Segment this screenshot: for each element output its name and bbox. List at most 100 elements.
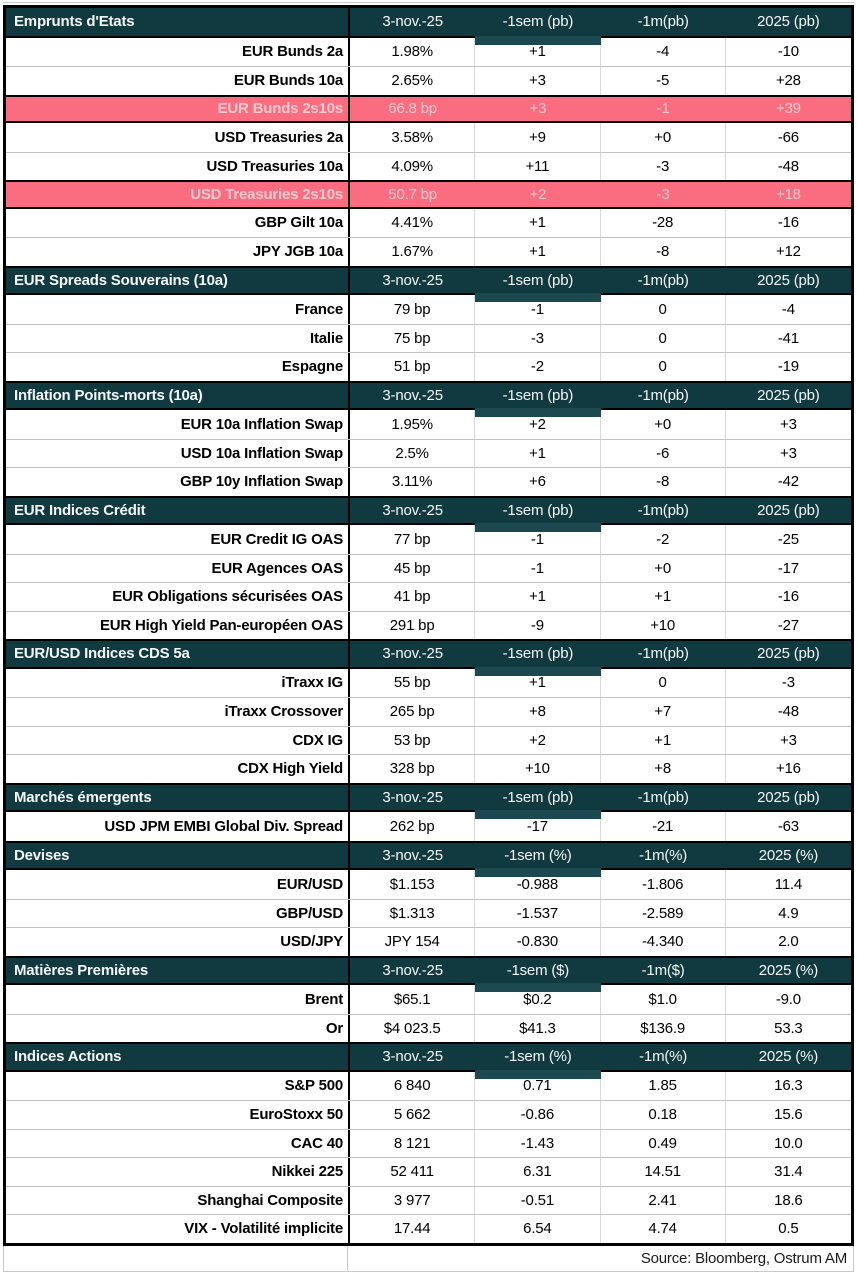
table-row: EUR Obligations sécurisées OAS 41 bp +1 … [6,582,851,611]
value-ytd-change: 16.3 [774,1077,803,1095]
value-ytd-change: 0.5 [778,1220,799,1238]
value-ytd-change: 4.9 [778,904,799,922]
value-1week-change: +9 [475,123,601,152]
table-row: USD JPM EMBI Global Div. Spread 262 bp -… [6,812,851,841]
section-title: Emprunts d'Etats [6,8,350,36]
value-1month-change: +8 [601,755,726,783]
row-label: EUR High Yield Pan-européen OAS [6,611,350,639]
value-current: 53 bp [350,726,476,754]
value-ytd-change: 10.0 [774,1134,803,1152]
value-1week-change: +1 [475,238,601,266]
column-header-ytd: 2025 (pb) [757,271,820,289]
value-current: 3 977 [350,1186,476,1214]
section-header-row: Indices Actions 3-nov.-25 -1sem (%) -1m(… [6,1042,851,1078]
section-title: EUR Spreads Souverains (10a) [6,267,350,293]
column-header-1week: -1sem (pb) [475,641,601,675]
value-ytd-change: -63 [777,817,799,835]
column-header-ytd: 2025 (%) [758,846,818,864]
source-row: Source: Bloomberg, Ostrum AM [3,1245,854,1272]
value-current: 41 bp [350,583,476,611]
table-row: VIX - Volatilité implicite 17.44 6.54 4.… [6,1214,851,1243]
column-header-date: 3-nov.-25 [382,501,443,519]
value-1month-change: 0.18 [601,1101,726,1129]
table-row: USD Treasuries 2a 3.58% +9 +0 -66 [6,123,851,152]
row-label: EUR Bunds 10a [6,67,350,95]
table-row: Italie 75 bp -3 0 -41 [6,323,851,352]
value-1week-change: -1 [475,554,601,582]
value-current: 6 840 [350,1071,476,1100]
value-1month-change: -4 [601,37,726,66]
value-ytd-change: -48 [777,157,799,175]
table-row: USD 10a Inflation Swap 2.5% +1 -6 +3 [6,438,851,467]
table-row: EuroStoxx 50 5 662 -0.86 0.18 15.6 [6,1100,851,1129]
row-label: CAC 40 [6,1129,350,1157]
table-row: EUR Bunds 10a 2.65% +3 -5 +28 [6,66,851,95]
row-label: EUR Bunds 2a [6,37,350,66]
value-current: 4.09% [350,152,476,180]
value-ytd-change: +3 [780,731,797,749]
row-label: Brent [6,985,350,1014]
value-1week-change: +1 [475,583,601,611]
value-current: $65.1 [350,985,476,1014]
value-1week-change: +8 [475,698,601,726]
column-header-ytd: 2025 (pb) [757,788,820,806]
value-current: 79 bp [350,295,476,324]
value-ytd-change: -27 [777,616,799,634]
section-header-row: EUR/USD Indices CDS 5a 3-nov.-25 -1sem (… [6,639,851,675]
value-current: 1.95% [350,410,476,439]
value-ytd-change: -48 [777,703,799,721]
row-label: USD JPM EMBI Global Div. Spread [6,812,350,841]
section-title: Inflation Points-morts (10a) [6,382,350,408]
value-1week-change: +6 [475,468,601,496]
table-row: iTraxx IG 55 bp +1 0 -3 [6,668,851,697]
value-1month-change: $136.9 [601,1014,726,1042]
column-header-ytd: 2025 (%) [758,961,818,979]
row-label: iTraxx Crossover [6,698,350,726]
value-ytd-change: -25 [777,530,799,548]
value-1month-change: -8 [601,468,726,496]
column-header-date: 3-nov.-25 [382,788,443,806]
row-label: S&P 500 [6,1071,350,1100]
value-current: 66.8 bp [388,100,437,118]
value-ytd-change: 15.6 [774,1106,803,1124]
value-ytd-change: -19 [777,358,799,376]
value-ytd-change: +3 [780,415,797,433]
value-ytd-change: -16 [777,588,799,606]
value-ytd-change: -66 [777,128,799,146]
value-1week-change: -17 [475,812,601,841]
value-1month-change: 4.74 [601,1215,726,1243]
value-1month-change: -8 [601,238,726,266]
value-current: 5 662 [350,1101,476,1129]
table-row: USD/JPY JPY 154 -0.830 -4.340 2.0 [6,927,851,956]
value-current: $4 023.5 [350,1014,476,1042]
value-ytd-change: -4 [781,300,795,318]
section-title: EUR Indices Crédit [6,497,350,523]
value-ytd-change: -42 [777,473,799,491]
value-1week-change: 0.71 [475,1071,601,1100]
section-header-row: EUR Spreads Souverains (10a) 3-nov.-25 -… [6,265,851,302]
value-1week-change: +2 [529,185,547,203]
row-label: EUR Bunds 2s10s [6,96,350,121]
value-1month-change: +1 [601,583,726,611]
value-ytd-change: -3 [781,674,795,692]
value-ytd-change: +16 [775,760,801,778]
column-header-1month: -1m(%) [639,846,688,864]
value-current: 4.41% [350,208,476,237]
value-1week-change: +2 [475,410,601,439]
column-header-date: 3-nov.-25 [382,1048,443,1066]
value-current: 75 bp [350,324,476,352]
value-1month-change: 0 [601,353,726,381]
value-1month-change: 0 [601,324,726,352]
table-row: iTraxx Crossover 265 bp +8 +7 -48 [6,697,851,726]
table-row: GBP Gilt 10a 4.41% +1 -28 -16 [6,208,851,237]
table-row: GBP 10y Inflation Swap 3.11% +6 -8 -42 [6,467,851,496]
value-1week-change: -1.43 [475,1129,601,1157]
value-1month-change: -21 [601,812,726,841]
value-1week-change: +1 [475,439,601,467]
value-ytd-change: 53.3 [774,1019,803,1037]
column-header-1month: -1m(pb) [637,645,689,663]
value-1month-change: -2.589 [601,899,726,927]
row-label: EUR Obligations sécurisées OAS [6,583,350,611]
row-label: CDX High Yield [6,755,350,783]
row-label: GBP/USD [6,899,350,927]
